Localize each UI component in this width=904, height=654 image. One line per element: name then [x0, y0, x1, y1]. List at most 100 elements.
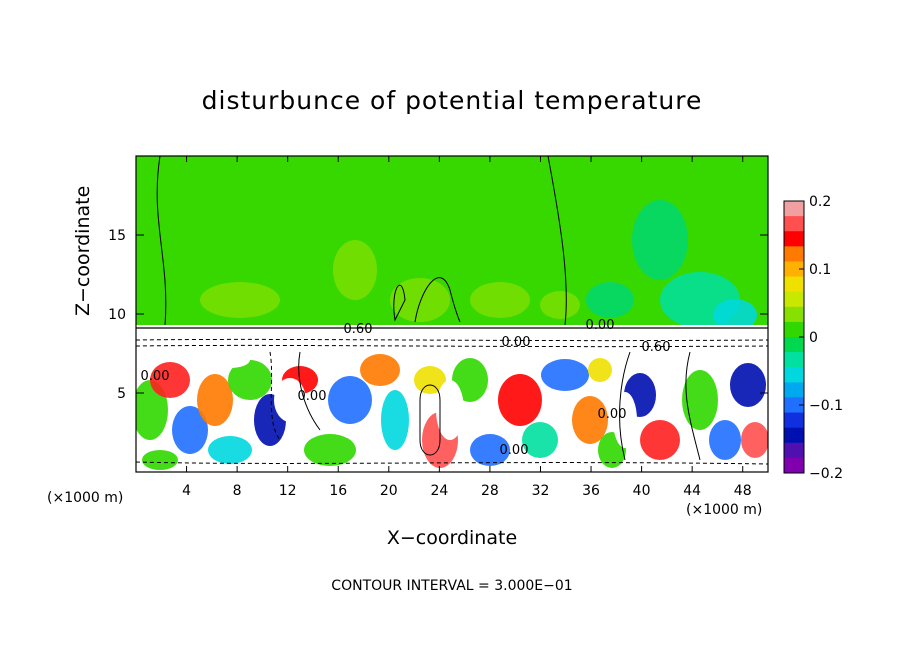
- x-tick-label: 28: [481, 483, 499, 499]
- x-tick-label: 44: [683, 483, 701, 499]
- y-tick-label: 10: [108, 307, 126, 323]
- y-axis-label: Z−coordinate: [72, 185, 94, 316]
- x-tick-label: 8: [233, 483, 242, 499]
- colorbar-swatch: [784, 261, 804, 278]
- x-tick-label: 48: [734, 483, 752, 499]
- upper-patch: [390, 278, 450, 322]
- x-unit-label-right: (×1000 m): [686, 502, 763, 518]
- x-tick-label: 16: [329, 483, 347, 499]
- contour-label: 0.00: [586, 318, 615, 333]
- white-region: [613, 392, 637, 448]
- turbulent-blob: [572, 396, 608, 444]
- colorbar-swatch: [784, 321, 804, 338]
- colorbar-swatch: [784, 246, 804, 262]
- turbulent-blob: [414, 366, 446, 394]
- upper-patch: [713, 299, 757, 331]
- contour-label: 0.00: [500, 443, 529, 458]
- turbulent-blob: [640, 420, 680, 460]
- contour-line: [136, 338, 768, 342]
- y-tick-label: 5: [117, 386, 126, 402]
- contour-line: [136, 344, 768, 348]
- upper-patch: [632, 200, 688, 280]
- turbulent-blob: [470, 434, 510, 466]
- turbulent-blob: [498, 374, 542, 426]
- contour-line: [156, 156, 167, 326]
- colorbar-swatch: [784, 442, 804, 459]
- turbulent-blob: [709, 420, 741, 460]
- x-tick-label: 20: [380, 483, 398, 499]
- colorbar-swatch: [784, 291, 804, 308]
- turbulent-blob: [588, 358, 612, 382]
- contour-line: [136, 461, 768, 465]
- colorbar-swatch: [784, 201, 804, 217]
- contour-label: 0.00: [141, 369, 170, 384]
- turbulent-blob: [522, 422, 558, 458]
- turbulent-blob: [150, 362, 190, 398]
- x-tick-label: 40: [633, 483, 651, 499]
- contour-line: [414, 277, 461, 323]
- inversion-band: [136, 325, 768, 352]
- turbulent-blob: [142, 450, 178, 470]
- white-region: [274, 378, 306, 422]
- turbulent-blob: [381, 390, 409, 450]
- contour-interval-note: CONTOUR INTERVAL = 3.000E−01: [331, 578, 573, 594]
- colorbar-swatch: [784, 276, 804, 293]
- contour-line: [619, 351, 631, 461]
- colorbar-swatch: [784, 397, 804, 414]
- turbulent-blob: [172, 406, 208, 454]
- upper-patch: [470, 282, 530, 318]
- contour-line: [547, 156, 567, 326]
- upper-patch: [586, 282, 634, 318]
- upper-patch: [333, 240, 377, 300]
- contour-line: [393, 284, 406, 322]
- turbulent-blob: [328, 376, 372, 424]
- turbulent-blob: [452, 358, 488, 402]
- colorbar-tick-label: −0.2: [809, 466, 843, 482]
- turbulent-blob: [741, 422, 768, 458]
- contour-line: [269, 351, 281, 441]
- contour-label: 0.60: [344, 322, 373, 337]
- heatmap-field: [136, 156, 768, 472]
- colorbar-tick-label: 0: [809, 330, 818, 346]
- colorbar-swatch: [784, 216, 804, 232]
- contour-label: 0.00: [298, 389, 327, 404]
- turbulent-blob: [304, 434, 356, 466]
- colorbar-swatch: [784, 337, 804, 353]
- colorbar-swatch: [784, 352, 804, 368]
- colorbar-swatch: [784, 412, 804, 429]
- white-region: [306, 352, 354, 368]
- turbulent-blob: [197, 374, 233, 426]
- x-tick-label: 24: [430, 483, 448, 499]
- white-region: [210, 352, 250, 368]
- x-tick-label: 32: [532, 483, 550, 499]
- x-tick-label: 4: [182, 483, 191, 499]
- turbulent-blob: [730, 363, 766, 407]
- colorbar-tick-label: −0.1: [809, 398, 843, 414]
- contour-label: 0.00: [502, 335, 531, 350]
- colorbar-tick-label: 0.2: [809, 194, 831, 210]
- x-tick-label: 12: [279, 483, 297, 499]
- turbulent-blob: [541, 359, 589, 391]
- contour-label: 0.60: [642, 340, 671, 355]
- upper-patch: [200, 282, 280, 318]
- upper-patch: [540, 291, 580, 319]
- y-tick-label: 15: [108, 228, 126, 244]
- turbulent-blob: [208, 436, 252, 464]
- x-unit-label-left: (×1000 m): [47, 490, 124, 506]
- white-region: [436, 380, 464, 440]
- turbulent-blob: [360, 354, 400, 386]
- colorbar-swatch: [784, 457, 804, 474]
- colorbar-swatch: [784, 231, 804, 247]
- chart-title: disturbunce of potential temperature: [201, 86, 703, 115]
- colorbar-swatch: [784, 427, 804, 444]
- x-tick-label: 36: [582, 483, 600, 499]
- contour-line: [419, 384, 441, 456]
- turbulent-blob: [228, 360, 272, 400]
- contour-line: [298, 351, 321, 431]
- colorbar-swatch: [784, 382, 804, 398]
- colorbar-swatch: [784, 367, 804, 383]
- contour-label: 0.00: [598, 407, 627, 422]
- x-axis-label: X−coordinate: [386, 527, 518, 549]
- turbulent-blob: [682, 370, 718, 430]
